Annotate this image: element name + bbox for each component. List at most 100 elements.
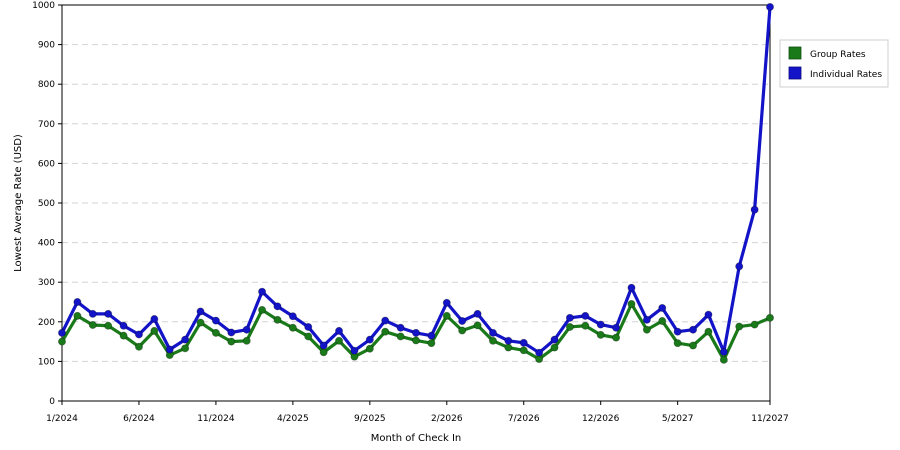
data-point-group-rates — [642, 325, 651, 334]
y-tick-label: 300 — [38, 278, 55, 288]
x-tick-label: 9/2025 — [354, 414, 386, 424]
x-tick-label: 7/2026 — [508, 414, 540, 424]
data-point-individual-rates — [211, 316, 220, 325]
data-point-individual-rates — [458, 317, 467, 326]
data-point-group-rates — [473, 321, 482, 330]
data-point-individual-rates — [550, 335, 559, 344]
legend-label-group-rates: Group Rates — [810, 50, 866, 60]
data-point-individual-rates — [104, 309, 113, 318]
x-axis-ticks: 1/2024 6/2024 11/2024 4/2025 9/2025 2/2026 7/2… — [46, 401, 789, 424]
data-point-group-rates — [396, 332, 405, 341]
y-axis-ticks: 0 100 200 300 400 500 600 700 800 900 1000 — [32, 1, 62, 407]
data-point-individual-rates — [258, 287, 267, 296]
data-point-group-rates — [227, 337, 236, 346]
data-point-individual-rates — [627, 283, 636, 292]
data-point-group-rates — [735, 322, 744, 331]
data-point-individual-rates — [411, 328, 420, 337]
data-point-group-rates — [458, 326, 467, 335]
data-point-group-rates — [581, 321, 590, 330]
y-tick-label: 700 — [38, 120, 55, 130]
data-point-group-rates — [766, 313, 775, 322]
data-point-group-rates — [658, 317, 667, 326]
x-axis-label: Month of Check In — [371, 433, 462, 444]
data-point-group-rates — [488, 336, 497, 345]
data-point-individual-rates — [88, 309, 97, 318]
data-point-group-rates — [504, 343, 513, 352]
x-tick-label: 4/2025 — [277, 414, 309, 424]
data-point-individual-rates — [150, 315, 159, 324]
y-tick-label: 100 — [38, 357, 55, 367]
x-tick-label: 11/2027 — [751, 414, 788, 424]
grid-lines — [62, 44, 770, 362]
data-point-individual-rates — [242, 325, 251, 334]
data-point-individual-rates — [58, 328, 67, 337]
data-point-individual-rates — [766, 2, 775, 11]
y-tick-label: 400 — [38, 239, 55, 249]
data-point-group-rates — [335, 336, 344, 345]
y-tick-label: 800 — [38, 80, 55, 90]
data-point-individual-rates — [658, 303, 667, 312]
data-point-individual-rates — [365, 335, 374, 344]
data-point-individual-rates — [165, 345, 174, 354]
data-point-individual-rates — [288, 312, 297, 321]
data-point-individual-rates — [335, 326, 344, 335]
data-point-individual-rates — [689, 325, 698, 334]
data-point-individual-rates — [396, 323, 405, 332]
y-tick-label: 0 — [49, 397, 55, 407]
data-point-group-rates — [242, 336, 251, 345]
data-point-group-rates — [288, 323, 297, 332]
data-point-individual-rates — [504, 336, 513, 345]
data-point-individual-rates — [519, 338, 528, 347]
series-layer — [58, 2, 775, 364]
y-tick-label: 1000 — [32, 1, 55, 11]
data-point-individual-rates — [442, 298, 451, 307]
data-point-group-rates — [196, 318, 205, 327]
data-point-group-rates — [273, 315, 282, 324]
x-tick-label: 6/2024 — [123, 414, 155, 424]
data-point-individual-rates — [750, 205, 759, 214]
data-point-individual-rates — [196, 307, 205, 316]
data-point-individual-rates — [304, 322, 313, 331]
data-point-individual-rates — [704, 310, 713, 319]
data-point-individual-rates — [119, 321, 128, 330]
data-point-group-rates — [627, 299, 636, 308]
data-point-individual-rates — [488, 328, 497, 337]
data-point-individual-rates — [473, 309, 482, 318]
data-point-individual-rates — [735, 262, 744, 271]
data-point-group-rates — [304, 332, 313, 341]
x-tick-label: 11/2024 — [197, 414, 235, 424]
legend: Group Rates Individual Rates — [779, 39, 889, 88]
data-point-individual-rates — [581, 311, 590, 320]
data-point-group-rates — [319, 348, 328, 357]
data-point-individual-rates — [427, 331, 436, 340]
data-point-individual-rates — [673, 327, 682, 336]
data-point-group-rates — [365, 344, 374, 353]
data-point-group-rates — [550, 343, 559, 352]
data-point-individual-rates — [319, 341, 328, 350]
x-tick-label: 12/2026 — [582, 414, 620, 424]
y-tick-label: 200 — [38, 318, 55, 328]
data-point-group-rates — [719, 355, 728, 364]
data-point-individual-rates — [181, 335, 190, 344]
data-point-individual-rates — [719, 347, 728, 356]
data-point-group-rates — [211, 328, 220, 337]
x-tick-label: 5/2027 — [662, 414, 694, 424]
y-tick-label: 900 — [38, 41, 55, 51]
data-point-group-rates — [73, 311, 82, 320]
data-point-group-rates — [442, 311, 451, 320]
x-tick-label: 2/2026 — [431, 414, 463, 424]
data-point-individual-rates — [350, 346, 359, 355]
data-point-individual-rates — [73, 297, 82, 306]
data-point-individual-rates — [134, 330, 143, 339]
data-point-group-rates — [519, 346, 528, 355]
data-point-group-rates — [258, 305, 267, 314]
y-tick-label: 600 — [38, 159, 55, 169]
data-point-individual-rates — [273, 302, 282, 311]
legend-swatch-individual-rates — [788, 66, 802, 80]
data-point-individual-rates — [381, 316, 390, 325]
data-point-group-rates — [596, 330, 605, 339]
y-tick-label: 500 — [38, 199, 55, 209]
data-point-individual-rates — [642, 315, 651, 324]
data-point-group-rates — [689, 341, 698, 350]
